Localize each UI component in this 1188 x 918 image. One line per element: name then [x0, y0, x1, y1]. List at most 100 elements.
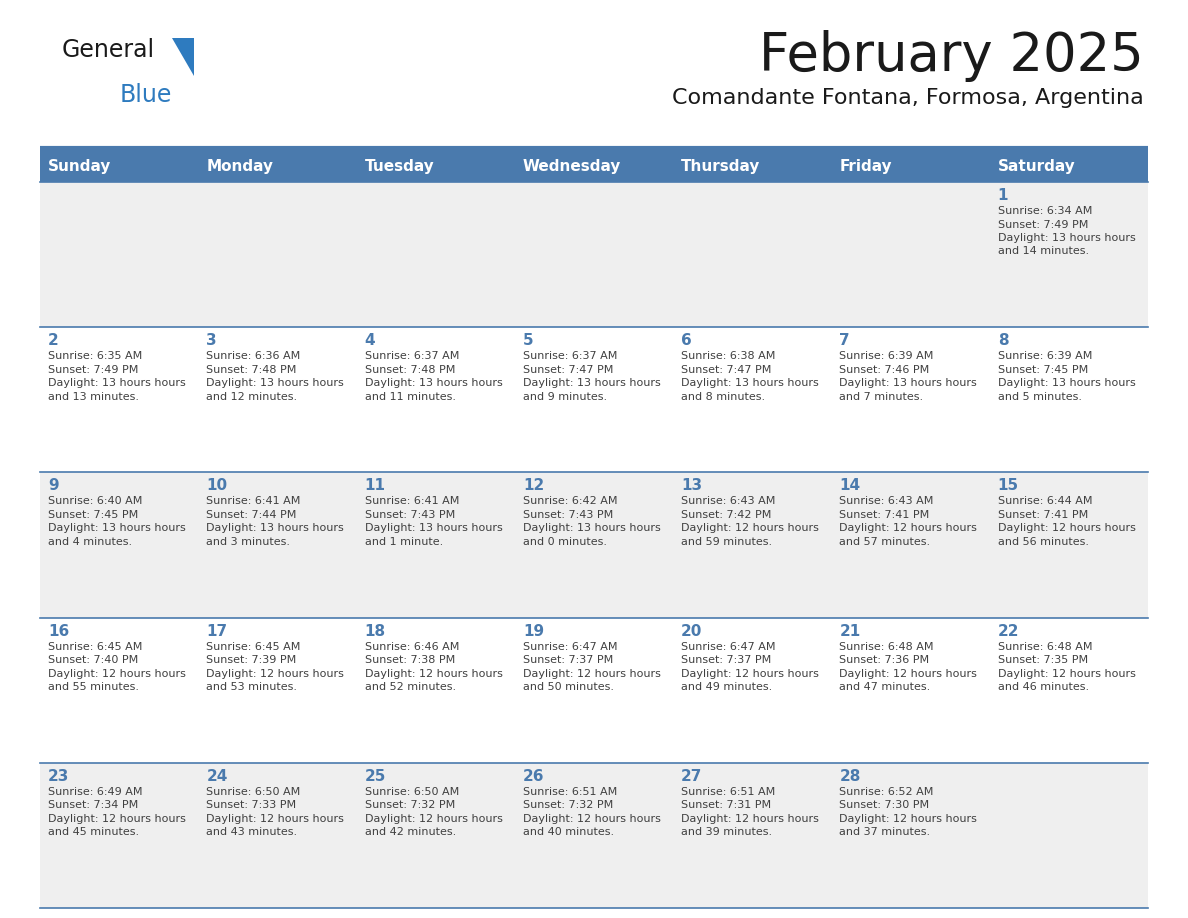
- Text: 24: 24: [207, 768, 228, 784]
- Text: Sunrise: 6:49 AM: Sunrise: 6:49 AM: [48, 787, 143, 797]
- Text: Sunrise: 6:52 AM: Sunrise: 6:52 AM: [840, 787, 934, 797]
- Text: Daylight: 13 hours hours: Daylight: 13 hours hours: [523, 523, 661, 533]
- Text: and 5 minutes.: and 5 minutes.: [998, 392, 1082, 402]
- Text: Sunset: 7:46 PM: Sunset: 7:46 PM: [840, 364, 930, 375]
- Text: Thursday: Thursday: [681, 159, 760, 174]
- Text: Sunset: 7:31 PM: Sunset: 7:31 PM: [681, 800, 771, 811]
- Text: Sunrise: 6:50 AM: Sunrise: 6:50 AM: [207, 787, 301, 797]
- Text: Sunset: 7:37 PM: Sunset: 7:37 PM: [681, 655, 771, 666]
- Text: and 37 minutes.: and 37 minutes.: [840, 827, 930, 837]
- Text: Sunset: 7:49 PM: Sunset: 7:49 PM: [48, 364, 138, 375]
- Text: 8: 8: [998, 333, 1009, 348]
- Text: Daylight: 12 hours hours: Daylight: 12 hours hours: [681, 813, 819, 823]
- Text: Sunrise: 6:39 AM: Sunrise: 6:39 AM: [840, 352, 934, 361]
- Text: Sunset: 7:30 PM: Sunset: 7:30 PM: [840, 800, 929, 811]
- Text: Sunrise: 6:41 AM: Sunrise: 6:41 AM: [207, 497, 301, 507]
- Text: Daylight: 12 hours hours: Daylight: 12 hours hours: [523, 813, 661, 823]
- Text: Sunset: 7:47 PM: Sunset: 7:47 PM: [523, 364, 613, 375]
- Text: and 8 minutes.: and 8 minutes.: [681, 392, 765, 402]
- Text: 16: 16: [48, 623, 69, 639]
- Text: Sunset: 7:35 PM: Sunset: 7:35 PM: [998, 655, 1088, 666]
- Text: Sunset: 7:43 PM: Sunset: 7:43 PM: [523, 509, 613, 520]
- Text: 1: 1: [998, 188, 1009, 203]
- Text: Sunrise: 6:42 AM: Sunrise: 6:42 AM: [523, 497, 618, 507]
- Text: Sunset: 7:36 PM: Sunset: 7:36 PM: [840, 655, 929, 666]
- Text: General: General: [62, 38, 156, 62]
- Text: Sunset: 7:38 PM: Sunset: 7:38 PM: [365, 655, 455, 666]
- Text: Sunrise: 6:51 AM: Sunrise: 6:51 AM: [523, 787, 617, 797]
- Text: 26: 26: [523, 768, 544, 784]
- Text: Sunset: 7:39 PM: Sunset: 7:39 PM: [207, 655, 297, 666]
- Text: Daylight: 12 hours hours: Daylight: 12 hours hours: [840, 523, 978, 533]
- Text: Sunset: 7:49 PM: Sunset: 7:49 PM: [998, 219, 1088, 230]
- Text: Sunrise: 6:36 AM: Sunrise: 6:36 AM: [207, 352, 301, 361]
- Text: and 14 minutes.: and 14 minutes.: [998, 247, 1089, 256]
- Text: and 46 minutes.: and 46 minutes.: [998, 682, 1089, 692]
- Text: Daylight: 12 hours hours: Daylight: 12 hours hours: [998, 668, 1136, 678]
- Text: 14: 14: [840, 478, 860, 493]
- Text: Daylight: 13 hours hours: Daylight: 13 hours hours: [840, 378, 978, 388]
- Text: 25: 25: [365, 768, 386, 784]
- Text: and 7 minutes.: and 7 minutes.: [840, 392, 923, 402]
- Text: 5: 5: [523, 333, 533, 348]
- Text: and 1 minute.: and 1 minute.: [365, 537, 443, 547]
- Text: and 59 minutes.: and 59 minutes.: [681, 537, 772, 547]
- Text: Sunset: 7:32 PM: Sunset: 7:32 PM: [365, 800, 455, 811]
- Text: Daylight: 12 hours hours: Daylight: 12 hours hours: [681, 523, 819, 533]
- Bar: [40, 473, 1148, 618]
- Text: 4: 4: [365, 333, 375, 348]
- Text: Sunset: 7:42 PM: Sunset: 7:42 PM: [681, 509, 771, 520]
- Text: Sunrise: 6:38 AM: Sunrise: 6:38 AM: [681, 352, 776, 361]
- Text: Sunrise: 6:51 AM: Sunrise: 6:51 AM: [681, 787, 776, 797]
- Text: Sunrise: 6:44 AM: Sunrise: 6:44 AM: [998, 497, 1092, 507]
- Text: Sunset: 7:41 PM: Sunset: 7:41 PM: [998, 509, 1088, 520]
- Text: Daylight: 13 hours hours: Daylight: 13 hours hours: [207, 378, 345, 388]
- Text: 17: 17: [207, 623, 227, 639]
- Text: Sunset: 7:40 PM: Sunset: 7:40 PM: [48, 655, 138, 666]
- Text: 6: 6: [681, 333, 691, 348]
- Text: 13: 13: [681, 478, 702, 493]
- Text: 10: 10: [207, 478, 227, 493]
- Text: Sunset: 7:41 PM: Sunset: 7:41 PM: [840, 509, 930, 520]
- Text: Comandante Fontana, Formosa, Argentina: Comandante Fontana, Formosa, Argentina: [672, 88, 1144, 108]
- Text: 11: 11: [365, 478, 386, 493]
- Text: Daylight: 13 hours hours: Daylight: 13 hours hours: [207, 523, 345, 533]
- Text: 19: 19: [523, 623, 544, 639]
- Text: and 57 minutes.: and 57 minutes.: [840, 537, 930, 547]
- Text: Sunset: 7:32 PM: Sunset: 7:32 PM: [523, 800, 613, 811]
- Text: Sunset: 7:48 PM: Sunset: 7:48 PM: [207, 364, 297, 375]
- Text: and 56 minutes.: and 56 minutes.: [998, 537, 1088, 547]
- Text: and 9 minutes.: and 9 minutes.: [523, 392, 607, 402]
- Text: Sunset: 7:33 PM: Sunset: 7:33 PM: [207, 800, 297, 811]
- Text: Daylight: 13 hours hours: Daylight: 13 hours hours: [365, 523, 503, 533]
- Text: Sunrise: 6:47 AM: Sunrise: 6:47 AM: [523, 642, 618, 652]
- Text: and 45 minutes.: and 45 minutes.: [48, 827, 139, 837]
- Text: Sunset: 7:43 PM: Sunset: 7:43 PM: [365, 509, 455, 520]
- Text: Sunrise: 6:34 AM: Sunrise: 6:34 AM: [998, 206, 1092, 216]
- Polygon shape: [172, 38, 194, 76]
- Bar: [40, 182, 1148, 327]
- Text: Tuesday: Tuesday: [365, 159, 435, 174]
- Text: Sunrise: 6:43 AM: Sunrise: 6:43 AM: [681, 497, 776, 507]
- Text: Sunrise: 6:37 AM: Sunrise: 6:37 AM: [365, 352, 459, 361]
- Text: February 2025: February 2025: [759, 30, 1144, 82]
- Text: Daylight: 12 hours hours: Daylight: 12 hours hours: [365, 668, 503, 678]
- Text: 28: 28: [840, 768, 861, 784]
- Text: Sunset: 7:34 PM: Sunset: 7:34 PM: [48, 800, 138, 811]
- Text: Daylight: 12 hours hours: Daylight: 12 hours hours: [48, 813, 185, 823]
- Text: Daylight: 13 hours hours: Daylight: 13 hours hours: [998, 378, 1136, 388]
- Text: and 0 minutes.: and 0 minutes.: [523, 537, 607, 547]
- Text: Daylight: 13 hours hours: Daylight: 13 hours hours: [365, 378, 503, 388]
- Bar: [40, 150, 1148, 182]
- Text: 21: 21: [840, 623, 860, 639]
- Text: Sunset: 7:44 PM: Sunset: 7:44 PM: [207, 509, 297, 520]
- Text: and 11 minutes.: and 11 minutes.: [365, 392, 455, 402]
- Text: Daylight: 12 hours hours: Daylight: 12 hours hours: [840, 813, 978, 823]
- Text: Sunday: Sunday: [48, 159, 112, 174]
- Text: 7: 7: [840, 333, 851, 348]
- Text: Sunrise: 6:45 AM: Sunrise: 6:45 AM: [48, 642, 143, 652]
- Text: Sunset: 7:45 PM: Sunset: 7:45 PM: [998, 364, 1088, 375]
- Text: 23: 23: [48, 768, 69, 784]
- Text: and 42 minutes.: and 42 minutes.: [365, 827, 456, 837]
- Text: 2: 2: [48, 333, 58, 348]
